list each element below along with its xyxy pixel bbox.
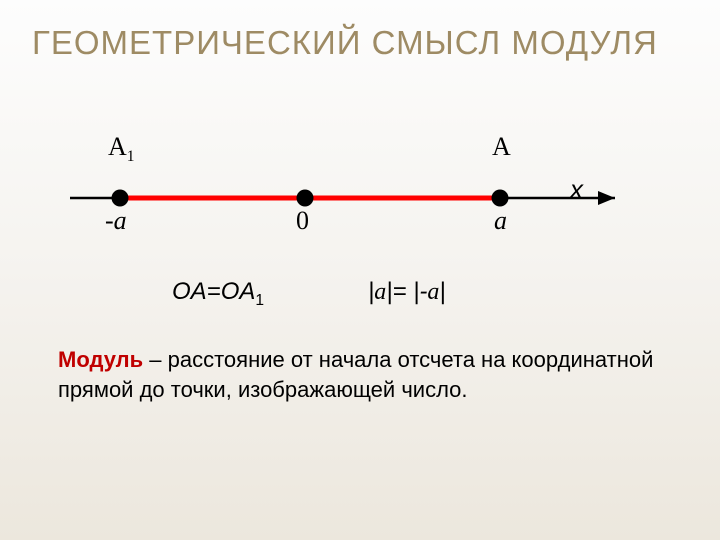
point-bottom-label: -a [105,206,127,236]
definition-rest: – расстояние от начала отсчета на коорди… [58,347,653,402]
eq1-sub: 1 [255,292,264,309]
point-bottom-label: a [494,206,507,236]
number-line-diagram: A1-a0Aaх [60,140,640,260]
eq2-a2: a [427,279,439,305]
number-line-svg [60,140,640,260]
equation-oa: OA=OA1 [172,278,264,310]
point-bottom-label: 0 [296,206,309,236]
eq2-p3: | [439,278,445,305]
eq2-p2: |= |- [386,278,427,305]
definition-text: Модуль – расстояние от начала отсчета на… [58,345,668,404]
page-title: ГЕОМЕТРИЧЕСКИЙ СМЫСЛ МОДУЛЯ [32,24,658,62]
eq2-a1: a [374,279,386,305]
eq1-text: OA=OA [172,278,255,305]
point-top-label: A [492,132,511,162]
definition-term: Модуль [58,347,143,372]
point-top-label: A1 [108,132,135,166]
axis-x-label: х [570,174,583,205]
equation-abs: |a|= |-a| [368,278,446,306]
